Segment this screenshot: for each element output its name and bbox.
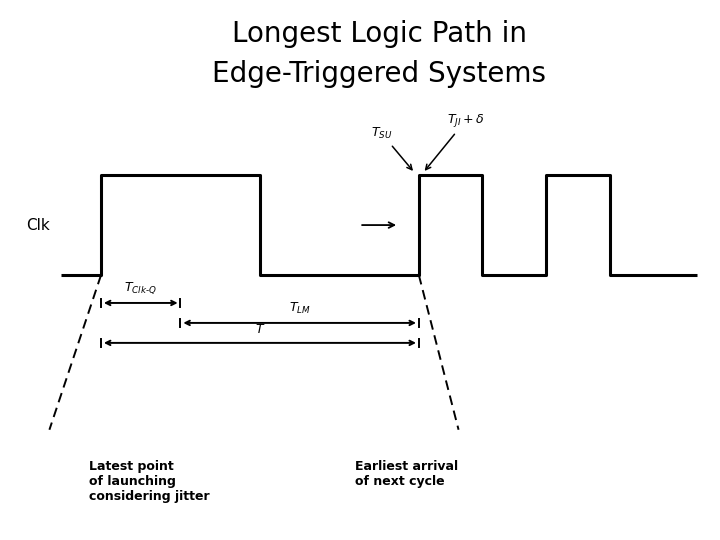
Text: Earliest arrival
of next cycle: Earliest arrival of next cycle: [355, 460, 459, 488]
Text: $T_{Clk\text{-}Q}$: $T_{Clk\text{-}Q}$: [125, 280, 157, 296]
Text: Latest point
of launching
considering jitter: Latest point of launching considering ji…: [89, 460, 210, 503]
Text: Clk: Clk: [26, 218, 50, 233]
Text: $T_{JI}+\delta$: $T_{JI}+\delta$: [426, 112, 485, 170]
Text: $T_{LM}$: $T_{LM}$: [289, 301, 310, 316]
Text: Edge-Triggered Systems: Edge-Triggered Systems: [212, 60, 546, 89]
Text: Longest Logic Path in: Longest Logic Path in: [232, 21, 526, 49]
Text: $T_{SU}$: $T_{SU}$: [372, 126, 412, 170]
Text: $T$: $T$: [255, 323, 265, 336]
